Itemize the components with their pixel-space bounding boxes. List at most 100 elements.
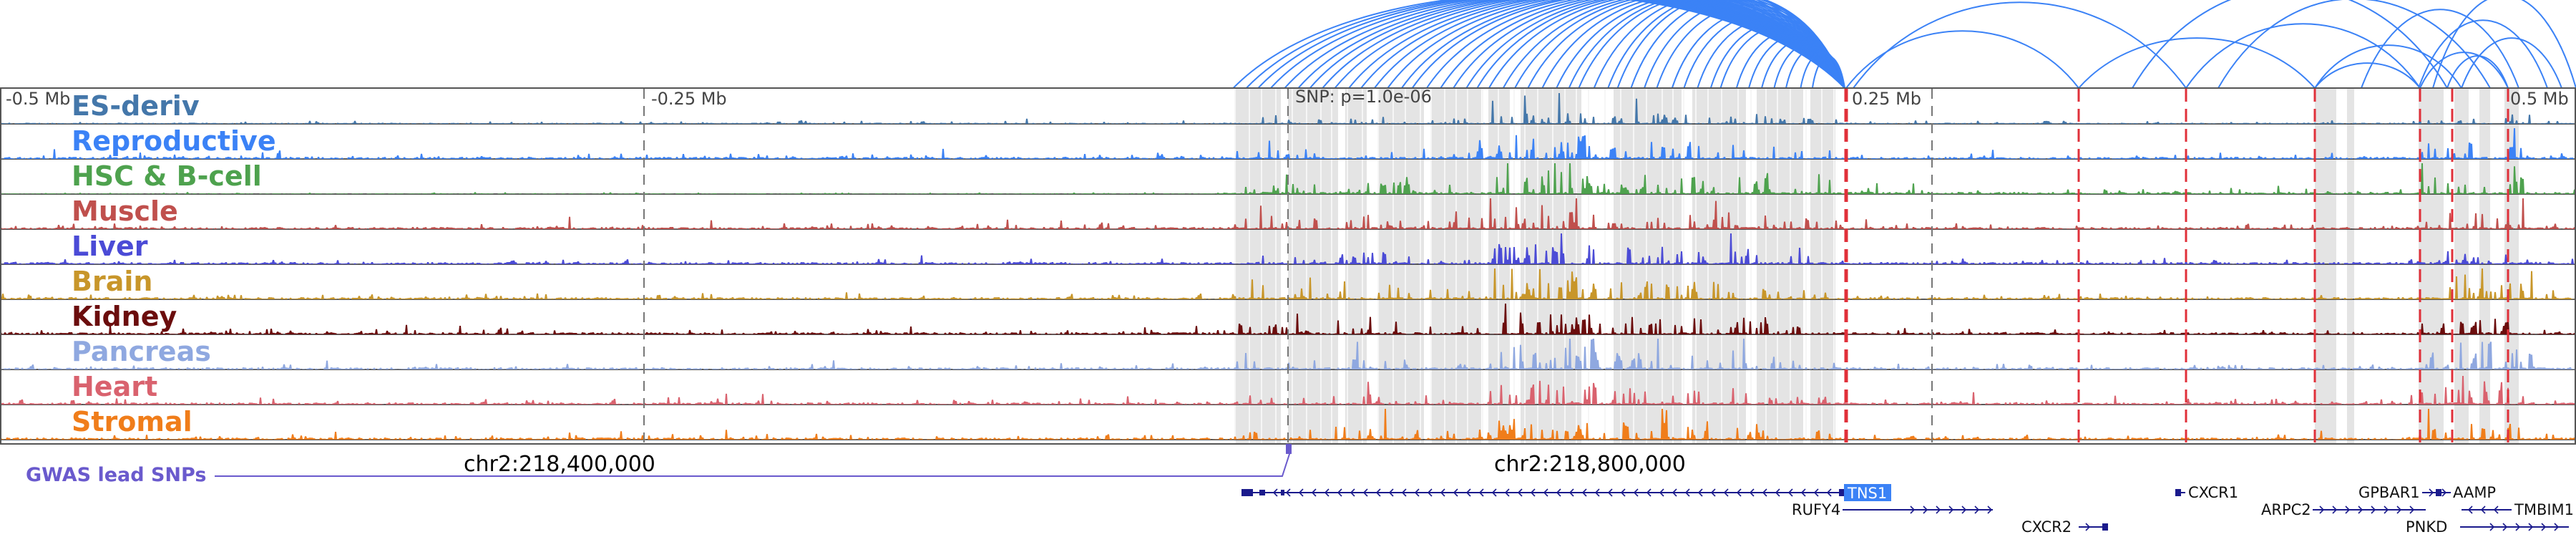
- highlight-region: [1614, 89, 1682, 444]
- highlight-gap: [1444, 89, 1445, 444]
- strand-arrow: [1723, 488, 1729, 497]
- strand-arrow: [1800, 488, 1806, 497]
- loop-arc: [2446, 55, 2509, 89]
- highlight-region: [1288, 89, 1338, 444]
- highlight-gap: [1695, 89, 1697, 444]
- loop-arc: [1465, 0, 1845, 89]
- strand-arrow: [2409, 505, 2415, 514]
- gene-pnkd[interactable]: PNKD: [2406, 518, 2569, 536]
- strand-arrow: [1440, 488, 1445, 497]
- loop-arc: [1488, 0, 1845, 89]
- strand-arrow: [1948, 505, 1954, 514]
- highlight-gap: [1275, 89, 1277, 444]
- track-label-1: Reproductive: [72, 125, 276, 157]
- strand-arrow: [1826, 488, 1832, 497]
- gene-cxcr1[interactable]: CXCR1: [2175, 484, 2238, 501]
- highlight-region: [1521, 89, 1581, 444]
- gene-rufy4[interactable]: RUFY4: [1792, 501, 1993, 518]
- gwas-label: GWAS lead SNPs: [26, 464, 206, 486]
- highlight-gap: [1292, 89, 1293, 444]
- loop-arc: [1322, 0, 1845, 89]
- strand-arrow: [1749, 488, 1755, 497]
- track-label-3: Muscle: [72, 195, 178, 227]
- gene-tns1-highlight: [1844, 484, 1891, 501]
- loop-arc: [1270, 0, 1845, 89]
- strand-arrow: [1775, 488, 1780, 497]
- highlight-region: [1810, 89, 1835, 444]
- strand-arrow: [2528, 523, 2534, 531]
- gene-aamp[interactable]: AAMP: [2453, 484, 2496, 501]
- highlight-region: [2315, 89, 2336, 444]
- loop-arc: [2461, 37, 2562, 89]
- highlight-gap: [1707, 89, 1709, 444]
- highlight-gap: [1552, 89, 1553, 444]
- highlight-gap: [1249, 89, 1250, 444]
- coordinate-label-1: chr2:218,400,000: [464, 452, 655, 477]
- gene-arpc2[interactable]: ARPC2: [2261, 501, 2426, 518]
- loop-arc: [1502, 0, 1845, 89]
- highlight-region: [1345, 89, 1367, 444]
- strand-arrow: [1298, 488, 1304, 497]
- gene-label-rufy4: RUFY4: [1792, 501, 1840, 518]
- loop-arc: [1401, 0, 1845, 89]
- loop-arc: [2418, 19, 2548, 89]
- strand-arrow: [1672, 488, 1677, 497]
- highlight-gap: [1377, 89, 1379, 444]
- highlight-gap: [1234, 89, 1236, 444]
- loop-arc: [2432, 0, 2576, 89]
- strand-arrow: [1987, 505, 1993, 514]
- position-markers: [643, 89, 2509, 444]
- strand-arrow: [1324, 488, 1330, 497]
- strand-arrow: [1581, 488, 1587, 497]
- gene-tns1[interactable]: TNS1: [1241, 484, 1891, 502]
- strand-arrow: [1646, 488, 1652, 497]
- loop-arc: [2185, 23, 2421, 89]
- track-label-6: Kidney: [72, 301, 177, 332]
- highlight-gap: [1777, 89, 1778, 444]
- strand-arrow: [2441, 488, 2447, 497]
- strand-arrow: [1736, 488, 1742, 497]
- highlight-gap: [1564, 89, 1566, 444]
- strand-arrow: [1478, 488, 1484, 497]
- strand-arrow: [1923, 505, 1928, 514]
- highlight-region: [2504, 89, 2519, 444]
- highlight-gap: [1588, 89, 1589, 444]
- loop-arc: [1845, 30, 2079, 89]
- gene-label-gpbar1: GPBAR1: [2358, 484, 2420, 501]
- strand-arrow: [1936, 505, 1941, 514]
- highlight-gap: [1524, 89, 1526, 444]
- loop-arc: [1297, 0, 1845, 89]
- strand-arrow: [2489, 523, 2495, 531]
- strand-arrow: [1568, 488, 1574, 497]
- highlight-gap: [1392, 89, 1394, 444]
- highlight-gap: [1261, 89, 1262, 444]
- highlight-gap: [1467, 89, 1468, 444]
- strand-arrow: [1517, 488, 1523, 497]
- gene-gpbar1[interactable]: GPBAR1: [2358, 484, 2451, 501]
- strand-arrows: [1272, 488, 2560, 531]
- strand-arrow: [2319, 505, 2325, 514]
- loop-arc: [1257, 0, 1845, 89]
- strand-arrow: [2358, 505, 2363, 514]
- highlight-gap: [1455, 89, 1457, 444]
- strand-arrow: [1697, 488, 1703, 497]
- strand-arrow: [1710, 488, 1716, 497]
- strand-arrow: [1362, 488, 1368, 497]
- highlight-region: [1234, 89, 1281, 444]
- strand-arrow: [1974, 505, 1980, 514]
- highlight-regions: [1234, 89, 2519, 444]
- gene-tmbim1[interactable]: TMBIM1: [2462, 501, 2574, 518]
- highlight-gap: [1750, 89, 1752, 444]
- loop-arc: [1853, 1, 2187, 89]
- loop-arc: [2314, 44, 2462, 89]
- gene-cxcr2[interactable]: CXCR2: [2021, 518, 2108, 536]
- loop-arc: [2132, 0, 2448, 89]
- loop-arc: [1387, 0, 1845, 89]
- strand-arrow: [1659, 488, 1664, 497]
- loop-arc: [1541, 0, 1845, 89]
- strand-arrow: [1465, 488, 1471, 497]
- highlight-gap: [1721, 89, 1722, 444]
- highlight-gap: [1306, 89, 1307, 444]
- signal-area: [0, 339, 2576, 369]
